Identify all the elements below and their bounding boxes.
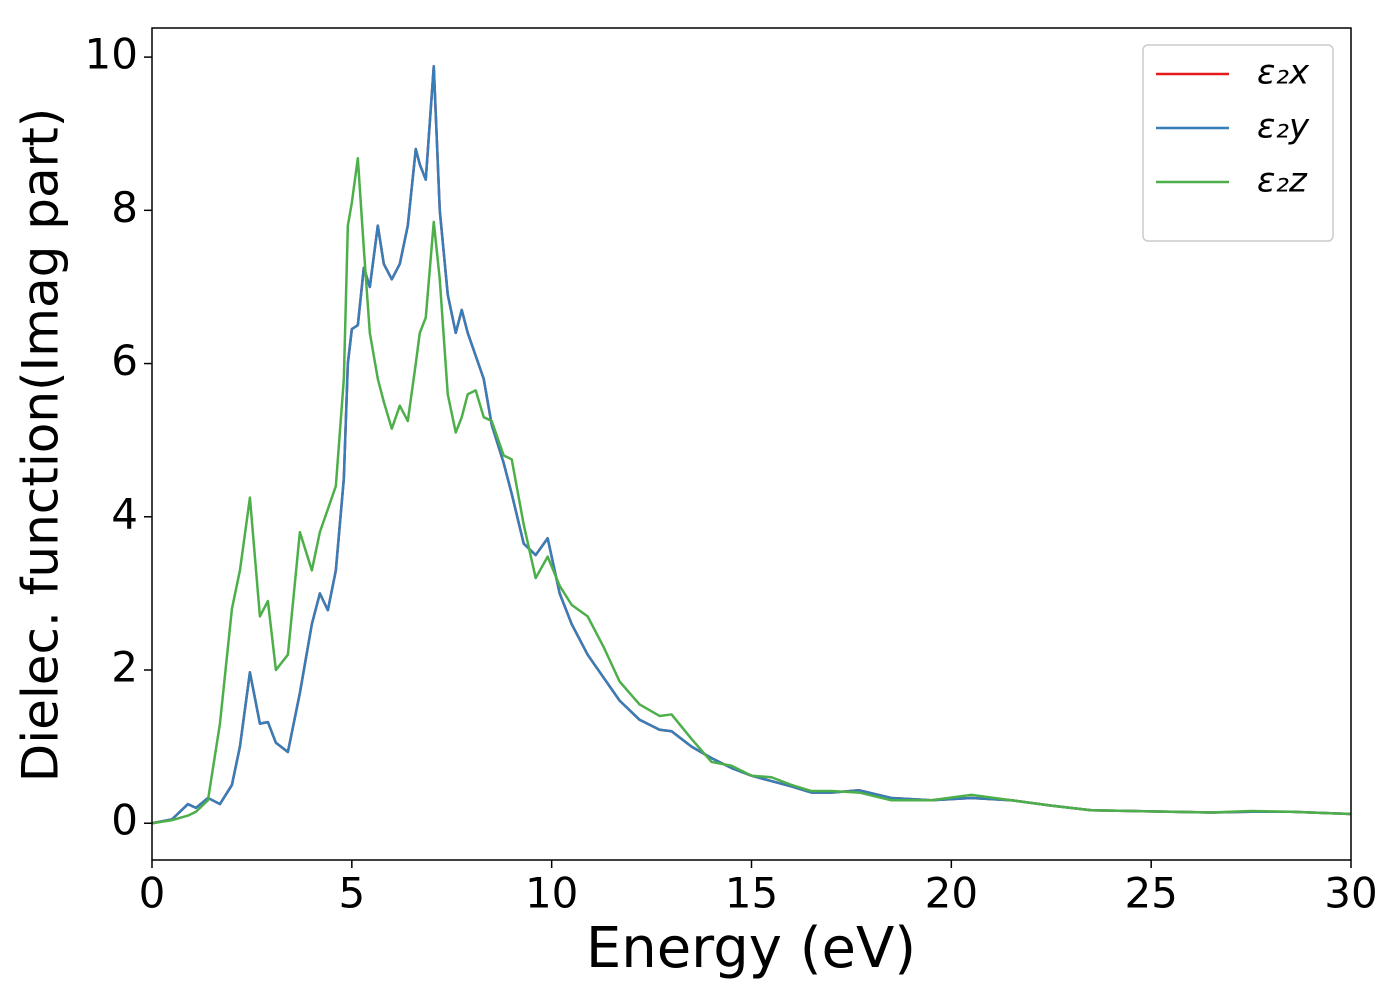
x-tick-label: 0 [139,869,166,918]
plot-frame [151,27,1352,861]
y-tick-label: 10 [85,30,138,79]
y-tick-label: 4 [111,489,138,538]
y-tick-label: 2 [111,643,138,692]
y-tick-label: 8 [111,183,138,232]
legend-box [1142,44,1334,242]
x-tick-label: 15 [725,869,778,918]
x-axis-label: Energy (eV) [586,916,916,981]
x-tick-label: 25 [1124,869,1177,918]
x-tick-label: 30 [1324,869,1377,918]
data-line [151,156,1352,825]
x-tick-label: 20 [925,869,978,918]
y-axis-label: Dielec. function(Imag part) [12,108,70,783]
x-tick-label: 10 [525,869,578,918]
x-tick-label: 5 [338,869,365,918]
y-tick-label: 6 [111,336,138,385]
legend-label: ε₂y [1257,107,1310,147]
legend-label: ε₂x [1257,53,1310,93]
legend-label: ε₂z [1257,161,1308,201]
y-tick-label: 0 [111,796,138,845]
